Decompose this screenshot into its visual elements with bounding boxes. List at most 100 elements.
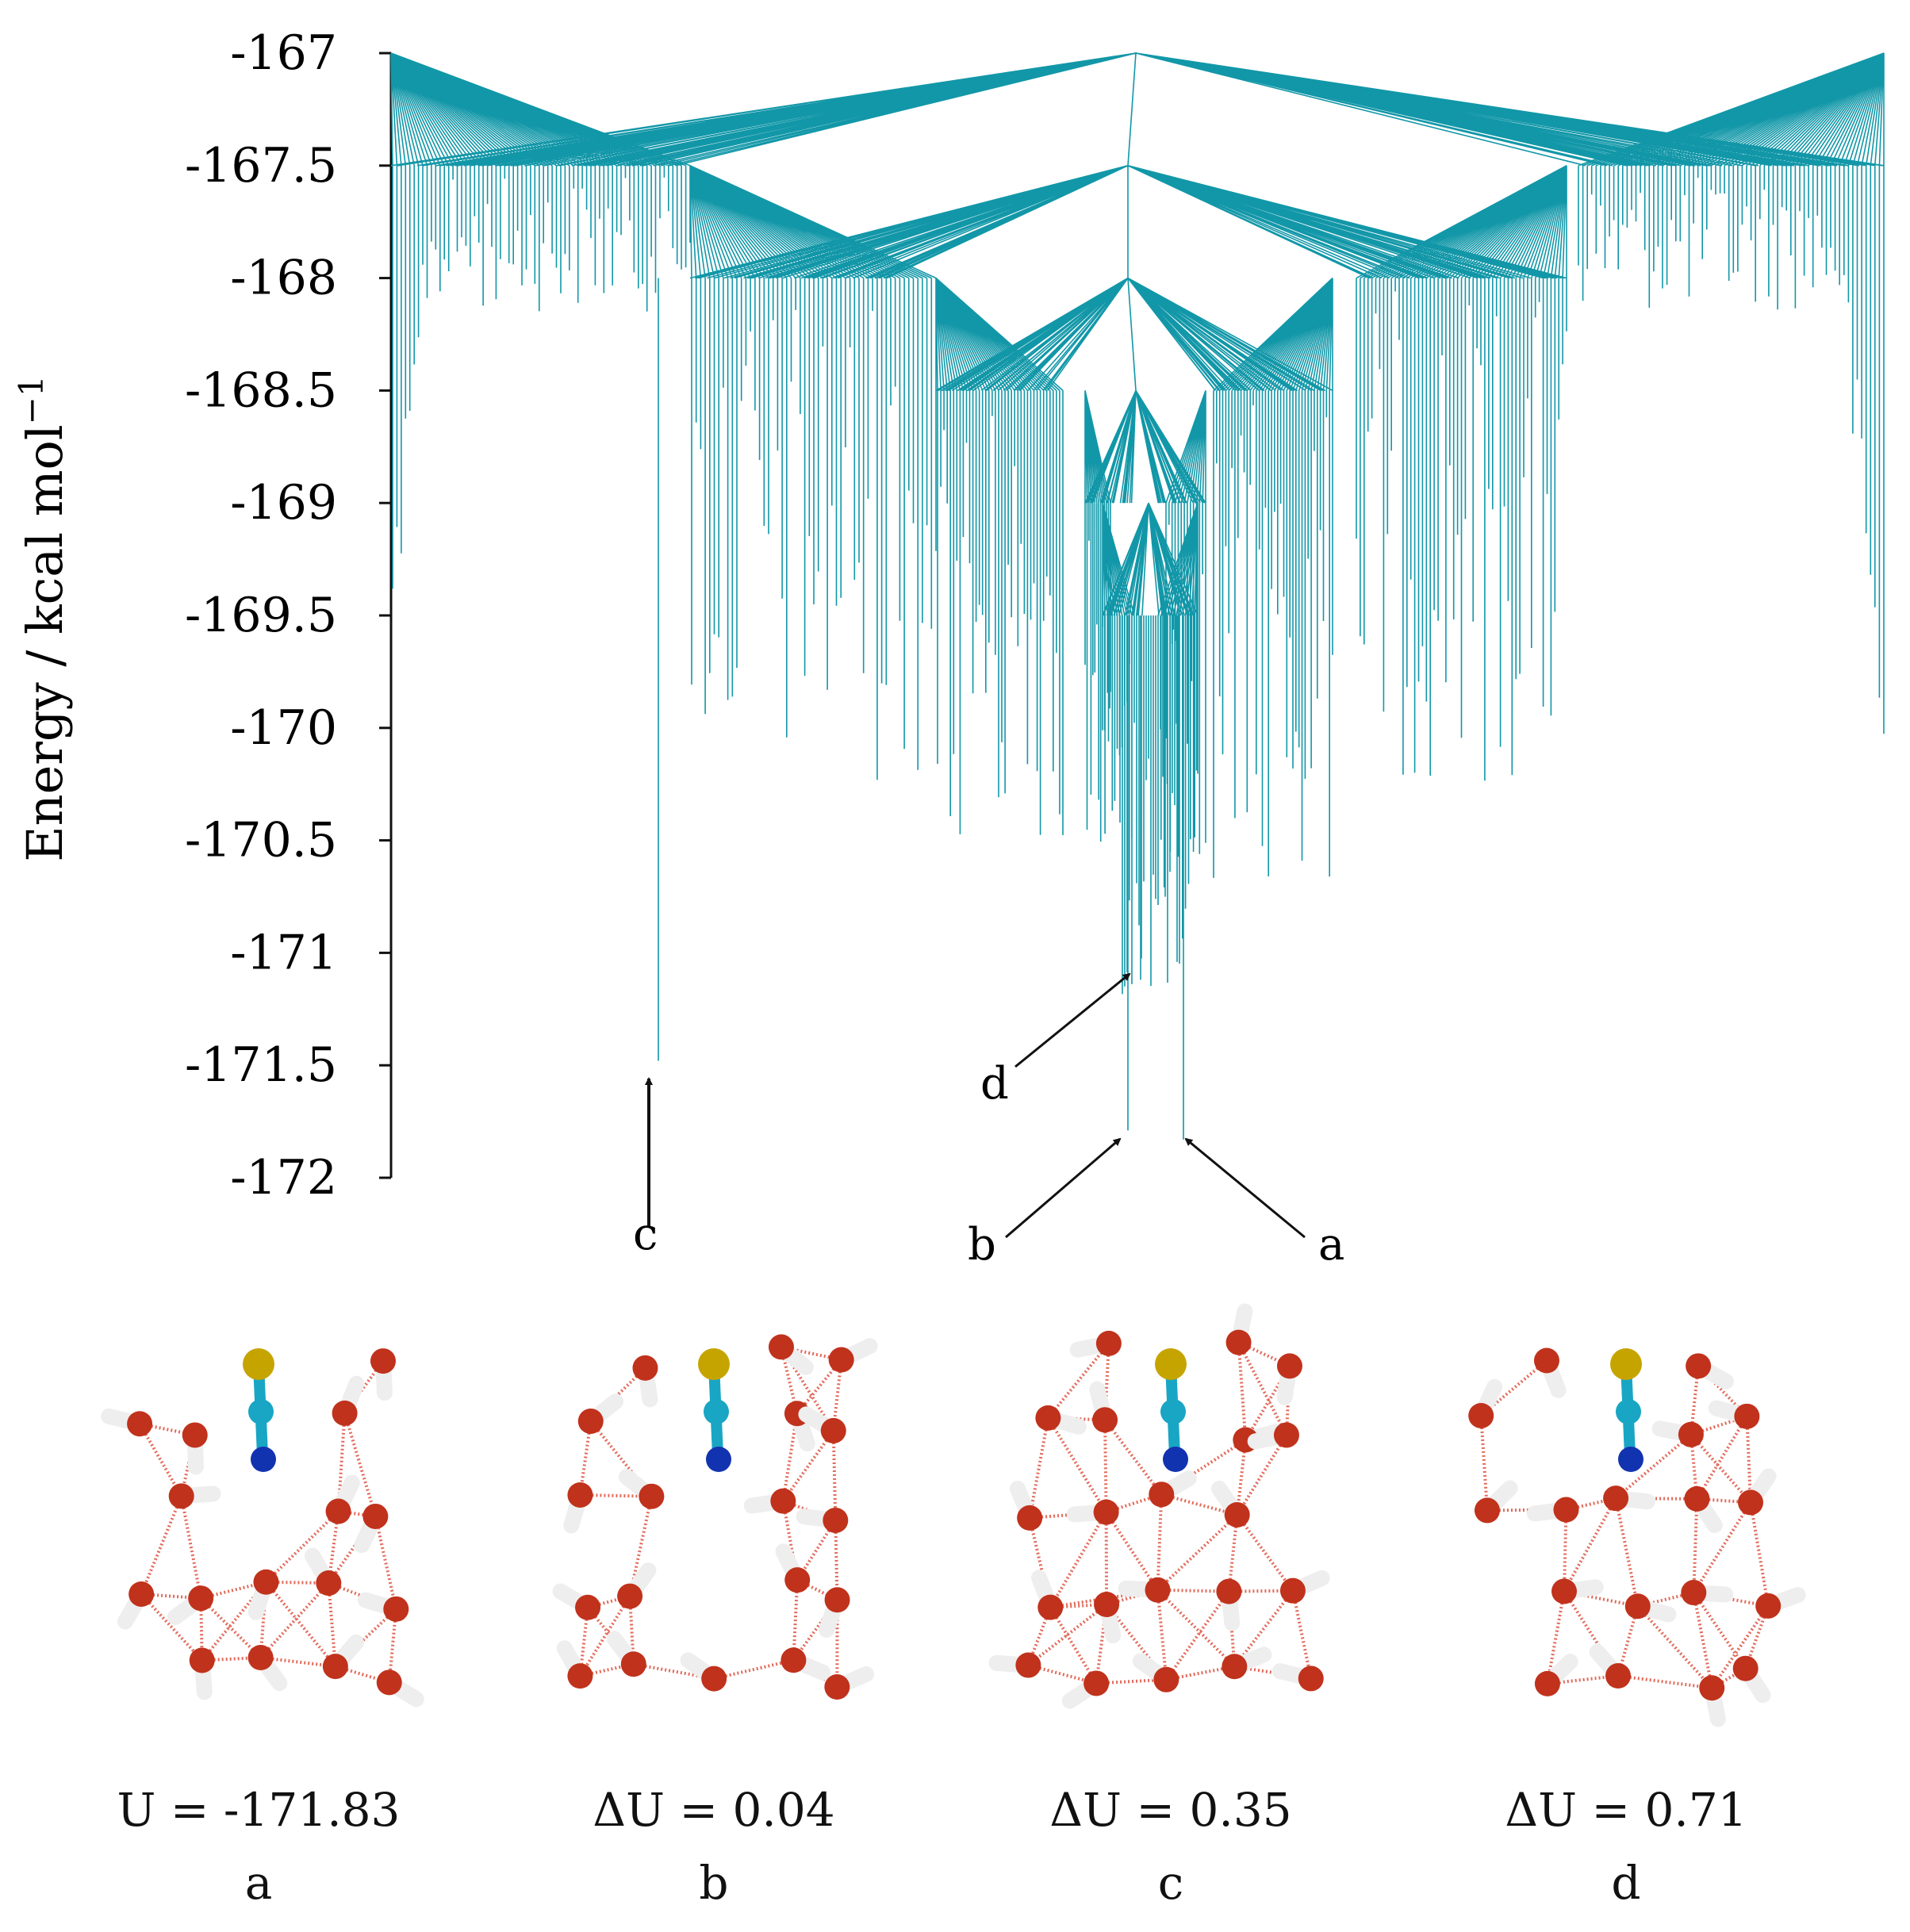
hydrogen-bond [1743,1605,1770,1669]
oxygen-atom [567,1482,593,1508]
caption-b-letter: b [699,1856,729,1910]
hydrogen-bond [336,1413,347,1512]
hydrogen-bond [1156,1513,1239,1592]
arrow-b [1005,1137,1122,1239]
hydrogen-bond [1164,1590,1231,1681]
caption-b: ΔU = 0.04 b [508,1783,920,1910]
oxygen-atom [182,1422,208,1448]
hydrogen-bond [792,1580,800,1661]
oxygen-atom [828,1347,854,1373]
arrow-a [1184,1137,1306,1239]
caption-b-energy: ΔU = 0.04 [593,1783,835,1837]
hydrogen-bond [327,1515,378,1585]
y-tick-label: -168 [230,251,337,306]
oxygen-atom [1734,1403,1760,1429]
oxygen-atom [376,1669,402,1696]
hydrogen-bond [1237,1341,1288,1436]
oxygen-atom [168,1483,194,1509]
label-a: a [1318,1219,1344,1271]
hydrogen-bond [713,1658,794,1681]
oxygen-atom [823,1507,849,1533]
hydrogen-bond [1229,1589,1293,1593]
hydrogen-bond [1103,1420,1108,1512]
oxygen-atom [370,1348,396,1374]
sulfur-atom [1155,1348,1187,1380]
oxygen-atom [1279,1577,1306,1604]
hydrogen-bond [781,1501,800,1581]
oxygen-atom [820,1417,846,1443]
hydrogen-bond [781,1413,799,1501]
oxygen-atom [1755,1593,1782,1619]
oxygen-atom [322,1654,348,1680]
y-tick-label: -168.5 [185,362,337,418]
hydrogen-bond [1049,1511,1108,1608]
oxygen-atom [1092,1407,1118,1433]
y-ticks: -167 -167.5 -168 -168.5 -169 -169.5 -170 -170.5… [185,25,391,1206]
oxygen-atom [325,1498,351,1524]
y-tick-label: -171 [230,925,337,980]
molecule-d [1468,1347,1806,1727]
oxygen-atom [1678,1421,1704,1447]
oxygen-atom [1035,1405,1061,1431]
oxygen-atom [824,1587,850,1613]
caption-c: ΔU = 0.35 c [965,1783,1377,1910]
carbon-atom [248,1399,274,1424]
molecule-b [552,1334,878,1700]
oxygen-atom [383,1596,409,1622]
oxygen-atom [1732,1655,1759,1681]
caption-a-letter: a [244,1856,273,1910]
oxygen-atom [1095,1330,1122,1356]
hydrogen-bond [1710,1604,1770,1689]
y-tick-label: -169.5 [185,588,337,643]
oxygen-atom [188,1585,214,1612]
hydrogen-bond [1236,1513,1294,1592]
oxygen-atom [784,1567,811,1593]
hydrogen-bond [1104,1511,1160,1591]
y-tick-label: -167.5 [185,138,337,194]
hydrogen-bond [781,1429,835,1502]
oxygen-atom [1094,1592,1120,1618]
oxygen-atom [1603,1485,1629,1512]
caption-a: U = -171.83 a [52,1783,465,1910]
y-axis-title: Energy / kcal mol−1 [12,375,74,861]
hydrogen-bond [1692,1592,1714,1689]
oxygen-atom [1553,1497,1579,1523]
hydrogen-bond [1046,1416,1108,1513]
oxygen-atom [362,1503,389,1529]
oxygen-atom [332,1400,358,1426]
oxygen-atom [1699,1675,1725,1701]
hydrogen-bond [628,1496,654,1597]
hydrogen-bond [343,1359,385,1415]
oxygen-atom [1686,1353,1712,1379]
hydrogen-bond [1160,1493,1238,1516]
oxygen-atom [1093,1499,1119,1525]
hydrogen-bond [1689,1433,1752,1504]
oxygen-atom [567,1663,593,1689]
oxygen-atom [701,1666,727,1692]
caption-d-letter: d [1611,1856,1641,1910]
hydrogen-bond [1291,1590,1313,1679]
oxygen-atom [824,1674,850,1700]
hydrogen-bond [1614,1433,1693,1500]
oxygen-atom [1149,1482,1175,1508]
hydrogen-bond [1692,1591,1747,1669]
hydrogen-bond [1104,1512,1109,1605]
hydrogen-bond [1103,1419,1163,1496]
hydrogen-bond [1692,1498,1699,1593]
oxygen-atom [1276,1353,1302,1379]
oxygen-atom [316,1570,342,1597]
hydrogen-bond [179,1495,203,1599]
hydrogen-bond [1486,1508,1567,1512]
hydrogen-bond [1244,1365,1291,1441]
oxygen-atom [1037,1594,1064,1620]
caption-c-energy: ΔU = 0.35 [1049,1783,1292,1837]
oxygen-atom [247,1645,274,1671]
oxygen-atom [632,1355,658,1381]
oxygen-atom [1015,1652,1041,1678]
oxygen-atom [1224,1501,1250,1528]
caption-c-letter: c [1157,1856,1184,1910]
hydrogen-bond [259,1581,330,1659]
hydrogen-bond [1614,1497,1640,1607]
oxygen-atom [127,1411,153,1437]
hydrogen-bond [1749,1502,1770,1607]
